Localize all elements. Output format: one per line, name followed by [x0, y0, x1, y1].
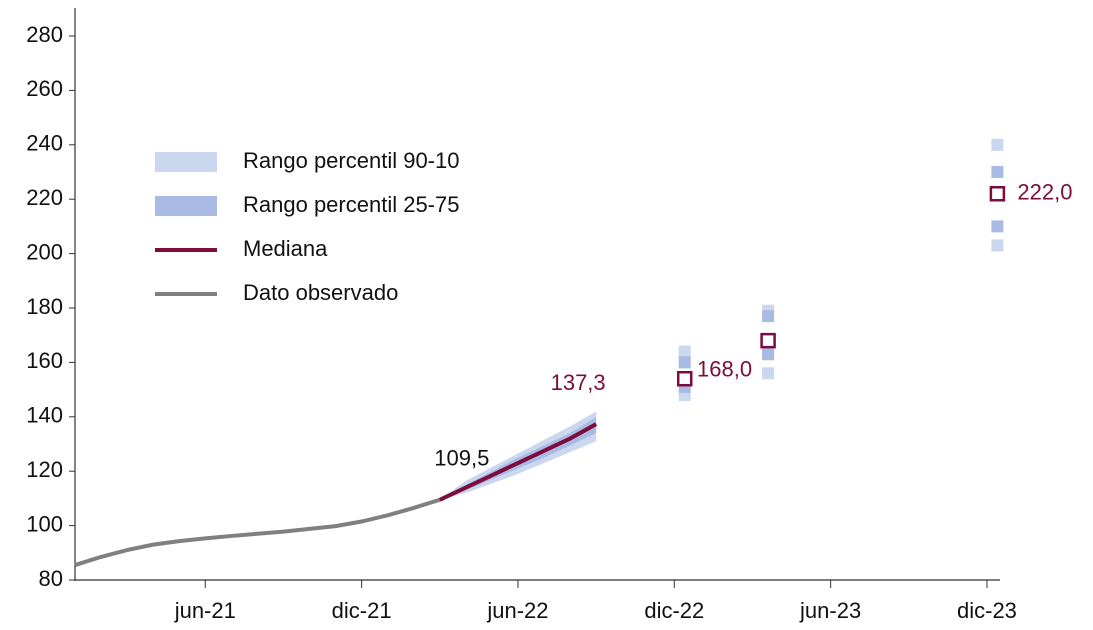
data-label: 222,0 — [1017, 180, 1072, 205]
y-tick-label: 140 — [26, 403, 63, 428]
legend-label: Dato observado — [243, 280, 398, 305]
percentile-mark — [762, 310, 775, 323]
band-area — [439, 411, 597, 500]
percentile-mark — [991, 239, 1004, 252]
series-line — [438, 422, 598, 502]
y-tick-label: 160 — [26, 348, 63, 373]
legend-label: Mediana — [243, 236, 328, 261]
band-area — [439, 416, 597, 500]
percentile-mark — [991, 138, 1004, 151]
x-tick-label: jun-21 — [174, 598, 236, 623]
y-tick-label: 200 — [26, 239, 63, 264]
y-tick-label: 240 — [26, 131, 63, 156]
legend-swatch — [155, 196, 217, 216]
legend-label: Rango percentil 90-10 — [243, 148, 459, 173]
percentile-mark — [678, 356, 691, 369]
legend-swatch — [155, 152, 217, 172]
data-label: 168,0 — [697, 356, 752, 381]
data-label: 109,5 — [434, 446, 489, 471]
percentile-mark — [762, 348, 775, 361]
percentile-mark — [762, 367, 775, 380]
legend-label: Rango percentil 25-75 — [243, 192, 459, 217]
x-tick-label: dic-22 — [644, 598, 704, 623]
y-tick-label: 80 — [39, 566, 63, 591]
y-tick-label: 180 — [26, 294, 63, 319]
median-marker — [760, 332, 776, 349]
data-label: 137,3 — [551, 370, 606, 395]
percentile-mark — [991, 166, 1004, 178]
y-tick-label: 260 — [26, 76, 63, 101]
median-marker — [676, 370, 693, 387]
y-tick-label: 280 — [26, 22, 63, 47]
x-tick-label: dic-23 — [957, 598, 1017, 623]
percentile-mark — [678, 345, 691, 358]
series-line — [74, 497, 441, 567]
y-tick-label: 220 — [26, 185, 63, 210]
x-tick-label: jun-22 — [486, 598, 548, 623]
y-tick-label: 120 — [26, 457, 63, 482]
median-marker — [989, 186, 1006, 202]
x-tick-label: jun-23 — [799, 598, 861, 623]
y-tick-label: 100 — [26, 511, 63, 536]
percentile-mark — [991, 220, 1004, 233]
x-tick-label: dic-21 — [332, 598, 392, 623]
